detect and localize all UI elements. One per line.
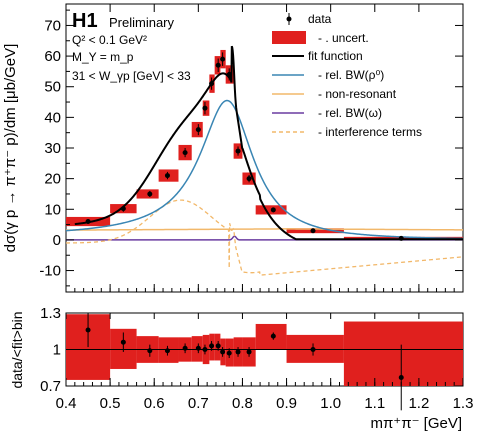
legend-item-omega: - rel. BW(ω) <box>272 106 382 120</box>
main-y-tick-label-8: 70 <box>44 17 61 34</box>
legend: data - . uncert. fit function - rel. BW(… <box>272 12 422 139</box>
legend-label-uncert: - . uncert. <box>318 31 369 45</box>
x-tick-labels: 0.4 0.5 0.6 0.7 0.8 0.9 1.0 1.1 1.2 1.3 <box>56 395 474 412</box>
legend-item-rho: - rel. BW(ρ⁰) <box>272 68 384 82</box>
legend-item-interference: - interference terms <box>272 125 422 139</box>
legend-label-fit: fit function <box>308 49 363 63</box>
x-tick-label-0: 0.4 <box>56 395 77 412</box>
x-tick-label-2: 0.6 <box>144 395 165 412</box>
data-point-8 <box>215 62 221 68</box>
data-points <box>85 52 404 241</box>
legend-item-nonres: - non-resonant <box>272 87 397 101</box>
x-tick-label-6: 1.0 <box>320 395 341 412</box>
data-point-5 <box>195 127 201 133</box>
x-tick-label-7: 1.1 <box>364 395 385 412</box>
rho-curve <box>65 99 464 240</box>
interference-curve <box>65 199 464 276</box>
x-tick-label-5: 0.9 <box>276 395 297 412</box>
cut-my: M_Y = m_p <box>72 50 134 64</box>
ratio-panel: 0.7 1 1.3 data/<fit>bin 0.4 0.5 0.6 0.7 0.8 0.9… <box>9 305 473 432</box>
ratio-y-tick-label-2: 1.3 <box>40 305 61 322</box>
ratio-point-11 <box>235 349 241 355</box>
main-panel: -10 0 10 20 30 40 50 60 70 H1 Preliminary Q² < 0… <box>2 3 464 293</box>
experiment-label: H1 <box>72 10 98 32</box>
ratio-points <box>85 313 404 411</box>
ratio-point-1 <box>120 339 126 345</box>
ratio-point-14 <box>310 347 316 352</box>
ratio-point-13 <box>270 333 276 339</box>
data-point-10 <box>226 71 232 77</box>
legend-label-nonres: - non-resonant <box>318 87 397 101</box>
ratio-point-9 <box>220 349 226 355</box>
data-point-6 <box>202 105 208 111</box>
ratio-axis-ticks: 0.7 1 1.3 <box>40 305 464 395</box>
legend-label-data: data <box>308 12 332 26</box>
legend-label-interference: - interference terms <box>318 125 422 139</box>
ratio-point-10 <box>226 350 232 356</box>
data-point-0 <box>85 219 91 225</box>
main-y-tick-label-0: -10 <box>39 263 61 280</box>
ratio-point-3 <box>164 348 170 354</box>
fit-function-curve <box>74 45 463 241</box>
x-tick-label-4: 0.8 <box>232 395 253 412</box>
legend-data-marker <box>286 16 292 22</box>
main-y-tick-label-3: 20 <box>44 171 61 188</box>
legend-item-uncert: - . uncert. <box>272 31 369 45</box>
legend-label-rho: - rel. BW(ρ⁰) <box>318 68 384 82</box>
x-tick-label-3: 0.7 <box>188 395 209 412</box>
main-y-tick-label-2: 10 <box>44 201 61 218</box>
legend-item-data: data <box>286 12 332 26</box>
data-point-1 <box>120 206 126 212</box>
legend-uncert-swatch <box>272 31 306 44</box>
experiment-status: Preliminary <box>109 15 175 30</box>
x-tick-label-1: 0.5 <box>100 395 121 412</box>
ratio-uncert-box-15 <box>343 321 463 386</box>
fit-curves <box>65 45 464 276</box>
ratio-point-12 <box>246 349 252 355</box>
legend-item-fit: fit function <box>272 49 363 63</box>
x-tick-label-9: 1.3 <box>453 395 474 412</box>
x-tick-label-8: 1.2 <box>408 395 429 412</box>
data-point-12 <box>246 176 252 182</box>
ratio-point-0 <box>85 327 91 333</box>
data-point-14 <box>310 228 316 234</box>
nonresonant-curve <box>65 228 464 231</box>
ratio-point-4 <box>182 345 188 351</box>
ratio-point-2 <box>147 348 153 354</box>
ratio-point-7 <box>209 343 215 349</box>
data-point-4 <box>182 150 188 156</box>
ratio-point-15 <box>398 374 404 380</box>
main-axis-ticks: -10 0 10 20 30 40 50 60 70 <box>39 4 464 292</box>
ratio-y-axis-label: data/<fit>bin <box>9 311 25 388</box>
ratio-y-tick-label-0: 0.7 <box>40 378 61 395</box>
data-point-9 <box>220 56 226 62</box>
x-axis-label: mπ⁺π⁻ [GeV] <box>370 415 462 432</box>
ratio-point-6 <box>202 347 208 352</box>
main-y-tick-label-4: 30 <box>44 140 61 157</box>
legend-label-omega: - rel. BW(ω) <box>318 106 382 120</box>
data-point-13 <box>270 207 276 213</box>
main-panel-frame <box>65 3 464 293</box>
main-y-tick-label-7: 60 <box>44 48 61 65</box>
main-y-tick-label-1: 0 <box>53 232 61 249</box>
data-point-2 <box>147 191 153 197</box>
data-point-7 <box>209 81 215 87</box>
data-point-3 <box>164 173 170 179</box>
ratio-point-5 <box>195 345 201 351</box>
data-point-11 <box>235 148 241 154</box>
cut-w: 31 < W_γp [GeV] < 33 <box>72 69 191 83</box>
ratio-y-tick-label-1: 1 <box>53 342 61 359</box>
main-y-axis-label: dσ(γ p → π⁺π⁻ p)/dm [μb/GeV] <box>2 44 19 253</box>
ratio-point-8 <box>215 343 221 349</box>
data-point-15 <box>398 235 404 241</box>
ratio-uncertainty-bands <box>66 314 463 386</box>
cut-q2: Q² < 0.1 GeV² <box>72 33 147 47</box>
main-y-tick-label-6: 50 <box>44 79 61 96</box>
main-y-tick-label-5: 40 <box>44 109 61 126</box>
